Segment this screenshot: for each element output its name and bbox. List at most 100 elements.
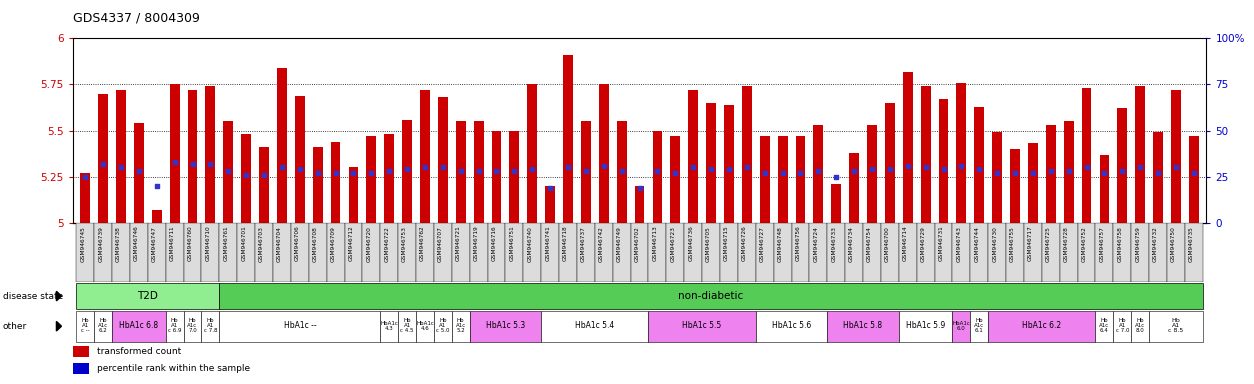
Bar: [1131, 311, 1149, 342]
Bar: [867, 125, 877, 223]
Bar: [98, 94, 108, 223]
Bar: [241, 134, 251, 223]
Text: HbA1c 6.8: HbA1c 6.8: [119, 321, 158, 330]
Bar: [885, 103, 895, 223]
Text: GSM946704: GSM946704: [277, 226, 282, 262]
Text: GSM946723: GSM946723: [671, 226, 676, 262]
Point: [1112, 168, 1132, 174]
Bar: [1167, 223, 1185, 282]
Bar: [992, 132, 1002, 223]
Point: [110, 164, 130, 170]
Text: non-diabetic: non-diabetic: [678, 291, 744, 301]
Bar: [169, 84, 179, 223]
Bar: [1063, 121, 1073, 223]
Bar: [1149, 311, 1203, 342]
Bar: [273, 223, 291, 282]
Bar: [1060, 223, 1077, 282]
Bar: [1189, 136, 1199, 223]
Bar: [219, 223, 237, 282]
Bar: [166, 223, 183, 282]
Text: T2D: T2D: [138, 291, 158, 301]
Text: GSM946705: GSM946705: [706, 226, 711, 262]
Bar: [957, 83, 967, 223]
Text: HbA1c
6.0: HbA1c 6.0: [953, 321, 971, 331]
Point: [129, 168, 149, 174]
Point: [898, 162, 918, 169]
Bar: [635, 186, 645, 223]
Bar: [1114, 223, 1131, 282]
Point: [218, 168, 238, 174]
Bar: [756, 223, 774, 282]
Bar: [416, 223, 434, 282]
Bar: [509, 131, 519, 223]
Bar: [73, 362, 89, 374]
Bar: [899, 311, 953, 342]
Bar: [399, 311, 416, 342]
Text: GSM946738: GSM946738: [117, 226, 120, 262]
Point: [593, 162, 613, 169]
Point: [415, 164, 435, 170]
Text: Hb
A1c
6.2: Hb A1c 6.2: [98, 318, 108, 333]
Bar: [219, 311, 380, 342]
Bar: [685, 223, 702, 282]
Text: percentile rank within the sample: percentile rank within the sample: [97, 364, 250, 373]
Text: GDS4337 / 8004309: GDS4337 / 8004309: [73, 12, 199, 25]
Bar: [434, 223, 451, 282]
Point: [398, 166, 418, 172]
Text: GSM946722: GSM946722: [384, 226, 389, 262]
Point: [1023, 170, 1043, 176]
Point: [450, 168, 470, 174]
Bar: [1096, 223, 1114, 282]
Bar: [1117, 108, 1127, 223]
Bar: [1154, 132, 1162, 223]
Text: disease state: disease state: [3, 291, 63, 301]
Bar: [488, 223, 505, 282]
Text: HbA1c 6.2: HbA1c 6.2: [1022, 321, 1061, 330]
Bar: [455, 121, 465, 223]
Text: GSM946737: GSM946737: [581, 226, 586, 262]
Bar: [202, 311, 219, 342]
Bar: [971, 223, 988, 282]
Bar: [505, 223, 523, 282]
Bar: [331, 142, 341, 223]
Bar: [845, 223, 863, 282]
Bar: [117, 90, 125, 223]
Text: GSM946755: GSM946755: [1009, 226, 1014, 262]
Bar: [648, 223, 666, 282]
Bar: [206, 86, 216, 223]
Text: GSM946720: GSM946720: [366, 226, 371, 262]
Bar: [971, 311, 988, 342]
Text: HbA1c 5.4: HbA1c 5.4: [576, 321, 614, 330]
Text: HbA1c 5.5: HbA1c 5.5: [682, 321, 722, 330]
Bar: [237, 223, 255, 282]
Point: [737, 164, 757, 170]
Text: GSM946714: GSM946714: [903, 226, 908, 262]
Bar: [934, 223, 953, 282]
Bar: [112, 223, 130, 282]
Point: [344, 170, 364, 176]
Bar: [737, 223, 756, 282]
Point: [272, 164, 292, 170]
Text: GSM946760: GSM946760: [188, 226, 193, 262]
Bar: [1171, 90, 1181, 223]
Point: [880, 166, 900, 172]
Text: GSM946701: GSM946701: [241, 226, 246, 262]
Text: Hb
A1
c 7.8: Hb A1 c 7.8: [203, 318, 217, 333]
Text: GSM946756: GSM946756: [795, 226, 800, 262]
Point: [915, 164, 935, 170]
Text: GSM946708: GSM946708: [312, 226, 317, 262]
Text: Hb
A1c
7.0: Hb A1c 7.0: [187, 318, 198, 333]
Bar: [94, 311, 112, 342]
Text: GSM946734: GSM946734: [849, 226, 854, 262]
Point: [1076, 164, 1096, 170]
Bar: [814, 125, 824, 223]
Bar: [345, 223, 362, 282]
Bar: [80, 173, 90, 223]
Bar: [183, 223, 202, 282]
Text: GSM946721: GSM946721: [455, 226, 460, 262]
Point: [933, 166, 953, 172]
Bar: [720, 223, 737, 282]
Bar: [1042, 223, 1060, 282]
Point: [487, 168, 507, 174]
Bar: [130, 223, 148, 282]
